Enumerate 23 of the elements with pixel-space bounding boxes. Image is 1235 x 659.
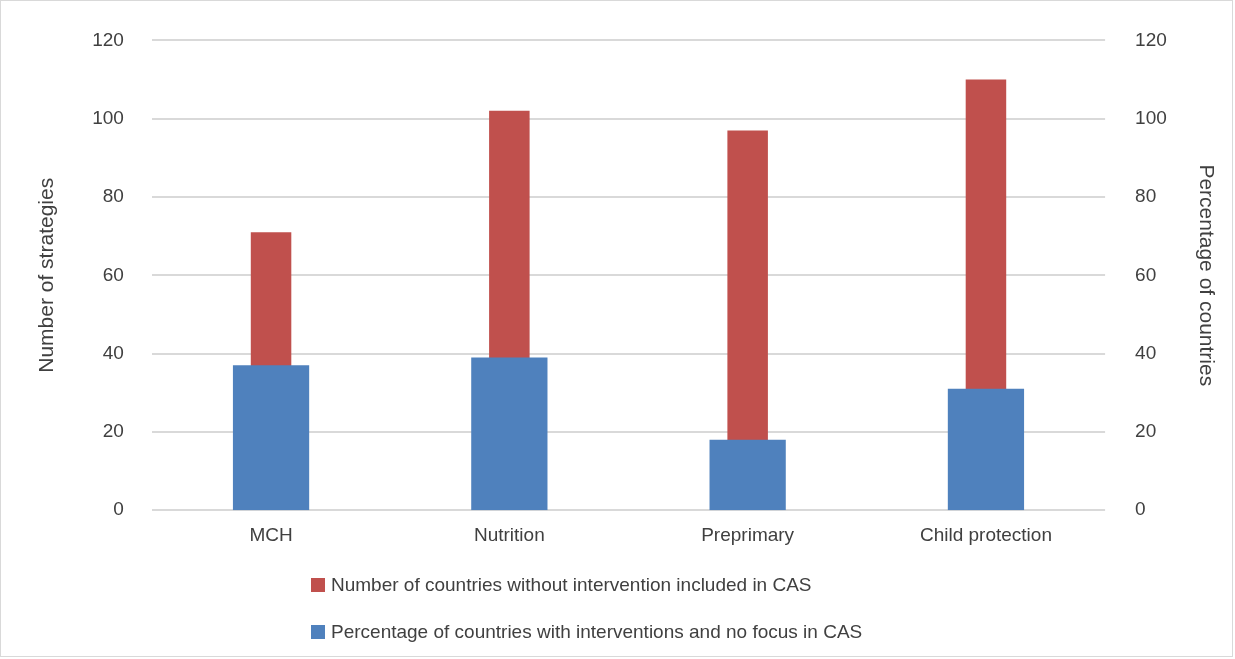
x-tick-label: Child protection [919,523,1052,545]
y-tick-label: 40 [102,341,124,363]
y-tick-label: 80 [102,185,124,207]
y2-tick-label: 120 [1135,28,1167,50]
legend-label: Percentage of countries with interventions and no focus in CAS [331,621,863,643]
y2-tick-label: 0 [1135,498,1146,520]
y-tick-label: 100 [92,106,124,128]
x-tick-label: Nutrition [473,523,545,545]
y-tick-label: 120 [92,28,124,50]
x-tick-label: Preprimary [701,523,795,545]
legend-label: Number of countries without intervention included in CAS [331,574,812,596]
y-tick-label: 60 [102,263,124,285]
y2-tick-label: 60 [1135,263,1157,285]
y-tick-label: 20 [102,420,124,442]
y-tick-label: 0 [113,498,124,520]
y2-tick-label: 40 [1135,341,1157,363]
x-tick-label: MCH [249,523,293,545]
y-axis-title: Number of strategies [34,177,58,373]
bar [709,439,786,511]
y2-axis-title: Percentage of countries [1195,164,1219,387]
y2-tick-label: 80 [1135,185,1157,207]
y2-tick-label: 100 [1135,106,1167,128]
y2-tick-label: 20 [1135,420,1157,442]
